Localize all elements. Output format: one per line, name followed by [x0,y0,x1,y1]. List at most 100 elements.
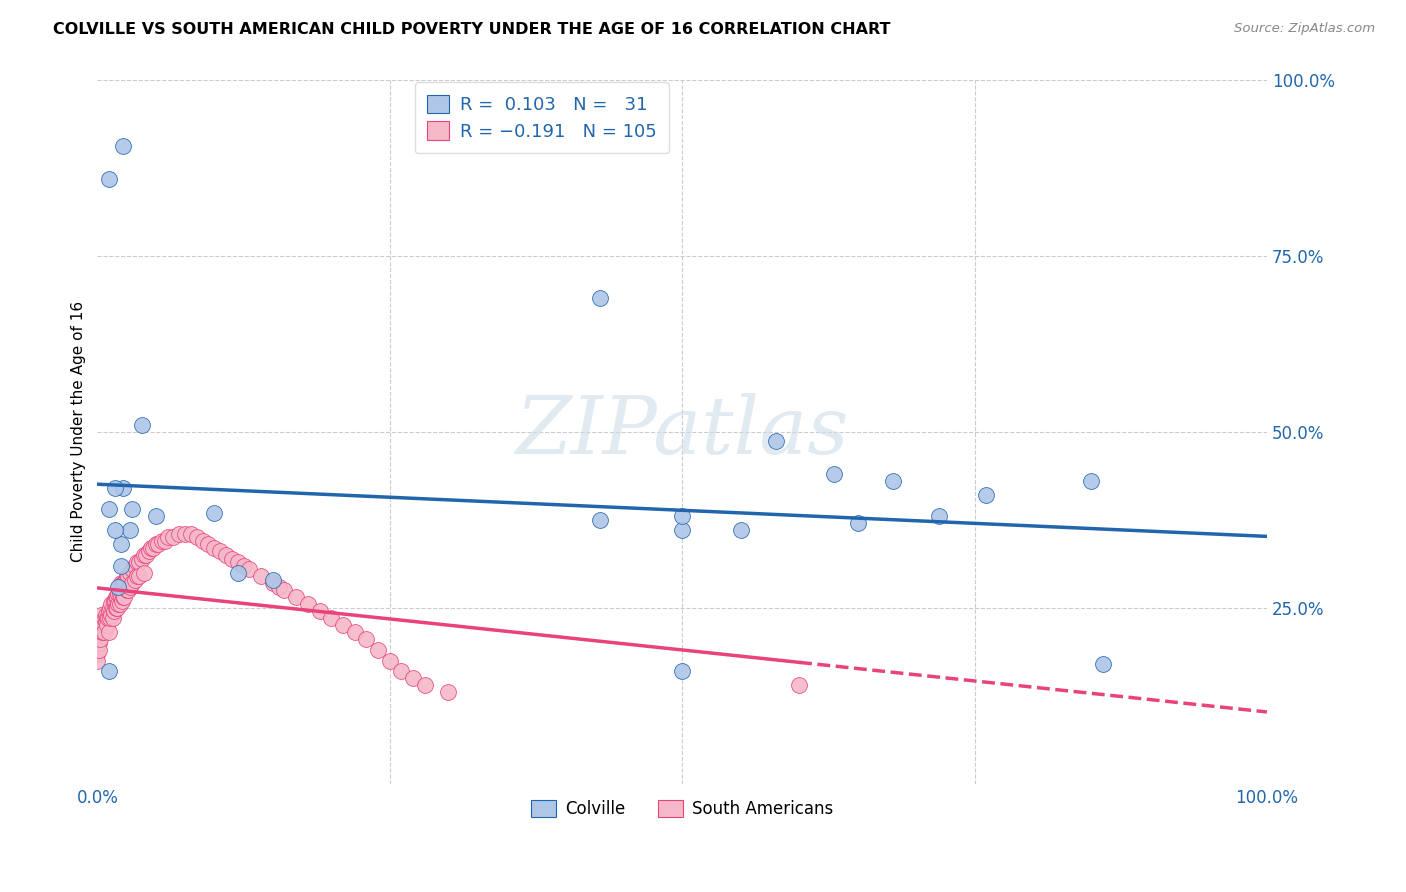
Point [107,580,129,594]
Point [180,527,202,541]
Point [98,600,121,615]
Point [186,530,208,544]
Point [162,530,184,544]
Point [120,524,142,538]
Point [128,555,150,569]
Text: ZIPatlas: ZIPatlas [516,393,849,471]
Legend: Colville, South Americans: Colville, South Americans [524,793,839,825]
Point [402,671,425,685]
Point [138,544,160,558]
Point [112,591,135,605]
Point [238,562,260,576]
Point [101,600,124,615]
Point [98,604,121,618]
Point [110,591,132,605]
Point [202,506,225,520]
Point [110,558,132,573]
Point [787,678,810,692]
Point [112,139,135,153]
Point [671,524,693,538]
Point [156,530,179,544]
Point [86,640,108,654]
Point [321,611,343,625]
Point [191,533,214,548]
Point [115,583,138,598]
Point [131,551,153,566]
Point [124,558,146,573]
Point [308,604,330,618]
Point [145,537,167,551]
Point [197,537,219,551]
Point [104,593,127,607]
Point [100,597,122,611]
Point [146,537,169,551]
Point [117,569,139,583]
Point [100,607,122,622]
Point [112,481,135,495]
Point [112,576,135,591]
Point [105,600,128,615]
Point [89,625,111,640]
Point [98,171,121,186]
Point [174,527,197,541]
Point [107,597,129,611]
Point [273,583,295,598]
Point [121,576,143,591]
Point [262,576,284,591]
Point [134,548,156,562]
Point [91,622,114,636]
Point [86,647,108,661]
Point [87,636,110,650]
Point [103,593,125,607]
Point [131,417,153,432]
Point [90,607,112,622]
Point [111,580,134,594]
Point [98,625,121,640]
Y-axis label: Child Poverty Under the Age of 16: Child Poverty Under the Age of 16 [72,301,86,563]
Point [928,509,950,524]
Point [356,632,378,647]
Point [93,625,115,640]
Point [107,587,129,601]
Point [882,474,904,488]
Point [111,593,134,607]
Point [96,618,118,632]
Point [167,527,190,541]
Point [124,573,146,587]
Point [343,625,366,640]
Point [86,654,108,668]
Point [121,562,143,576]
Point [150,533,173,548]
Point [413,678,436,692]
Point [846,516,869,531]
Point [96,611,118,625]
Point [226,555,249,569]
Point [589,291,612,305]
Point [134,566,156,580]
Point [105,591,128,605]
Point [145,509,167,524]
Text: Source: ZipAtlas.com: Source: ZipAtlas.com [1234,22,1375,36]
Point [93,618,115,632]
Point [671,664,693,678]
Point [209,544,232,558]
Point [127,555,149,569]
Point [112,576,135,591]
Point [104,481,127,495]
Point [671,509,693,524]
Point [135,548,157,562]
Point [202,541,225,555]
Point [87,643,110,657]
Point [1092,657,1115,672]
Point [765,434,787,448]
Point [215,548,238,562]
Point [332,618,354,632]
Point [267,580,290,594]
Point [262,573,284,587]
Point [221,551,243,566]
Point [94,615,117,629]
Point [110,576,132,591]
Point [89,632,111,647]
Point [589,513,612,527]
Point [98,611,121,625]
